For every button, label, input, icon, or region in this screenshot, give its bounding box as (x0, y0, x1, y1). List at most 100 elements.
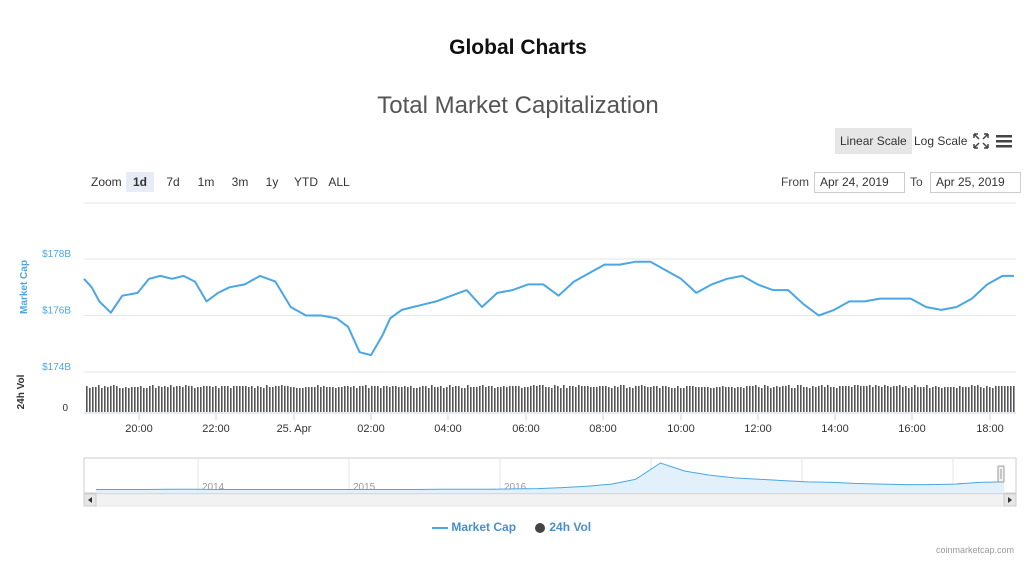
volume-bar (788, 385, 790, 412)
volume-bar (332, 387, 334, 412)
zoom-button-7d[interactable]: 7d (166, 175, 180, 189)
volume-bar (992, 388, 994, 412)
volume-bar (926, 385, 928, 412)
x-tick-label: 10:00 (667, 423, 695, 435)
volume-bar (983, 388, 985, 412)
volume-bar (854, 385, 856, 412)
volume-bar (281, 385, 283, 412)
volume-bar (248, 387, 250, 412)
volume-bar (566, 388, 568, 412)
volume-bar (278, 386, 280, 412)
volume-bar (578, 385, 580, 412)
volume-bar (545, 387, 547, 412)
grid-lines (84, 202, 1016, 373)
volume-bar (605, 386, 607, 412)
volume-bar (977, 385, 979, 412)
volume-bar (242, 386, 244, 412)
volume-bar (311, 387, 313, 412)
volume-bar (371, 386, 373, 412)
volume-bar (575, 387, 577, 412)
volume-bar (824, 387, 826, 412)
volume-bar (665, 386, 667, 412)
zoom-label: Zoom (91, 175, 122, 189)
volume-bar (452, 387, 454, 412)
volume-bar (467, 385, 469, 412)
log-scale-button[interactable]: Log Scale (914, 134, 968, 148)
volume-bar (494, 388, 496, 412)
volume-bar (392, 386, 394, 412)
volume-bar (488, 386, 490, 412)
volume-bar (272, 387, 274, 412)
volume-bar (830, 387, 832, 412)
volume-bar (95, 387, 97, 412)
x-tick-label: 22:00 (202, 423, 230, 435)
volume-bar (185, 385, 187, 412)
volume-bar (86, 386, 88, 412)
volume-bar (1010, 386, 1012, 412)
zoom-button-1m[interactable]: 1m (197, 175, 215, 189)
volume-bar (1007, 386, 1009, 412)
volume-bar (746, 386, 748, 412)
zoom-button-ytd[interactable]: YTD (294, 175, 318, 189)
volume-bar (815, 387, 817, 412)
legend-market-cap[interactable]: Market Cap (432, 520, 516, 534)
zoom-button-1y[interactable]: 1y (265, 175, 279, 189)
legend-24h-vol-label: 24h Vol (549, 520, 592, 534)
zoom-button-1d[interactable]: 1d (126, 172, 154, 192)
volume-bar (167, 387, 169, 412)
volume-bar (803, 387, 805, 412)
volume-bar (191, 386, 193, 412)
volume-bar (341, 387, 343, 412)
volume-bar (179, 386, 181, 412)
volume-bar (779, 387, 781, 412)
volume-bar (398, 387, 400, 412)
volume-bar (149, 386, 151, 412)
volume-bar (629, 387, 631, 412)
linear-scale-button[interactable]: Linear Scale (835, 128, 912, 154)
volume-bar (692, 386, 694, 412)
volume-bar (749, 386, 751, 412)
volume-bar (950, 387, 952, 412)
hamburger-menu-icon[interactable] (994, 131, 1014, 151)
zoom-button-all[interactable]: ALL (328, 175, 350, 189)
volume-bar (296, 388, 298, 412)
x-tick-label: 16:00 (898, 423, 926, 435)
volume-bar (596, 387, 598, 412)
market-cap-line[interactable] (83, 260, 1014, 357)
volume-bar (911, 387, 913, 412)
volume-bar (458, 386, 460, 412)
legend-24h-vol[interactable]: 24h Vol (534, 520, 591, 534)
credit-link[interactable]: coinmarketcap.com (935, 545, 1014, 555)
volume-bar (959, 386, 961, 412)
zoom-button-3m[interactable]: 3m (231, 175, 249, 189)
volume-bar (101, 388, 103, 412)
volume-bar (671, 388, 673, 412)
x-tick-label: 25. Apr (277, 423, 312, 435)
volume-bar (713, 388, 715, 412)
scrollbar-right-button[interactable] (1003, 493, 1017, 507)
volume-bar (506, 387, 508, 412)
volume-bar (422, 386, 424, 412)
volume-bar (650, 387, 652, 412)
from-date-input[interactable]: Apr 24, 2019 (814, 172, 905, 193)
volume-bar (695, 387, 697, 412)
scrollbar-track[interactable] (83, 493, 1017, 507)
volume-bar (686, 386, 688, 412)
volume-bar (836, 388, 838, 412)
volume-bar (683, 388, 685, 412)
volume-bar (434, 387, 436, 412)
fullscreen-icon[interactable] (971, 131, 991, 151)
scrollbar-left-button[interactable] (83, 493, 97, 507)
volume-bar (890, 387, 892, 412)
volume-bar (521, 388, 523, 412)
to-label: To (910, 175, 923, 189)
volume-bar (107, 387, 109, 412)
volume-bar (773, 387, 775, 412)
volume-bar (986, 386, 988, 412)
volume-bar (320, 387, 322, 412)
volume-bar (428, 388, 430, 412)
navigator-handle[interactable] (997, 465, 1005, 483)
volume-bar (182, 387, 184, 412)
to-date-input[interactable]: Apr 25, 2019 (930, 172, 1021, 193)
